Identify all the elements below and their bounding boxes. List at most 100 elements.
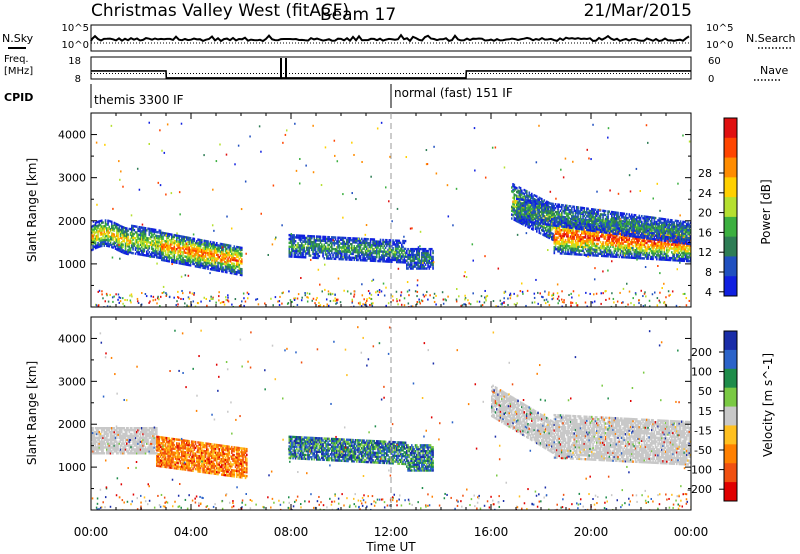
power-echo	[121, 248, 123, 252]
power-echo	[151, 233, 153, 237]
power-echo	[358, 255, 361, 258]
power-echo	[662, 256, 664, 259]
power-echo	[373, 255, 376, 259]
power-echo	[582, 236, 584, 239]
power-echo	[658, 229, 661, 232]
power-echo	[97, 230, 99, 233]
power-echo	[288, 237, 291, 241]
power-echo	[553, 218, 556, 221]
power-echo	[549, 225, 552, 229]
power-echo	[633, 248, 636, 252]
power-echo	[589, 219, 592, 222]
power-echo	[369, 245, 372, 249]
power-echo	[574, 243, 577, 246]
power-echo	[202, 243, 204, 246]
power-echo	[519, 207, 522, 211]
power-echo	[657, 252, 659, 255]
power-echo	[197, 257, 199, 261]
power-echo	[557, 236, 559, 239]
power-echo	[143, 236, 146, 239]
power-echo	[361, 253, 363, 256]
power-echo	[519, 186, 522, 190]
power-echo	[587, 219, 589, 222]
power-echo	[378, 240, 381, 243]
power-echo	[196, 240, 198, 243]
power-echo	[163, 233, 166, 237]
power-echo	[542, 233, 544, 236]
power-echo	[326, 249, 328, 252]
power-echo	[658, 258, 661, 261]
power-echo	[419, 259, 422, 262]
power-echo	[562, 240, 564, 244]
power-echo	[179, 252, 182, 255]
power-echo	[294, 253, 297, 257]
power-echo	[682, 259, 684, 262]
power-echo	[323, 239, 326, 243]
power-echo	[338, 252, 341, 255]
power-echo	[182, 235, 184, 238]
power-echo	[681, 259, 683, 262]
power-echo	[119, 242, 122, 245]
power-echo	[562, 246, 564, 249]
power-echo	[372, 251, 374, 255]
power-echo	[177, 242, 179, 245]
power-echo	[689, 250, 691, 253]
power-echo	[389, 241, 392, 244]
power-echo	[104, 242, 107, 245]
power-echo	[163, 249, 166, 252]
power-echo	[311, 235, 313, 238]
power-echo	[293, 241, 296, 245]
power-echo	[392, 256, 394, 260]
power-echo	[188, 246, 191, 249]
power-echo	[168, 250, 171, 253]
power-echo	[341, 250, 343, 253]
power-echo	[608, 251, 611, 254]
power-echo	[667, 243, 669, 246]
power-echo	[422, 247, 424, 251]
power-echo	[388, 258, 391, 261]
power-echo	[311, 237, 313, 240]
power-echo	[127, 237, 129, 240]
power-echo	[97, 238, 99, 241]
power-echo	[301, 236, 303, 239]
power-echo	[619, 246, 622, 249]
power-echo	[574, 213, 577, 216]
power-echo	[312, 235, 314, 238]
power-echo	[562, 219, 564, 222]
power-echo	[193, 245, 196, 248]
power-echo	[517, 217, 519, 220]
power-echo	[199, 240, 202, 244]
power-echo	[302, 252, 304, 255]
power-echo	[377, 259, 379, 263]
power-echo	[677, 239, 679, 243]
power-echo	[518, 205, 521, 209]
power-echo	[113, 243, 116, 246]
power-echo	[316, 252, 318, 256]
power-echo	[374, 242, 377, 245]
power-echo	[418, 259, 421, 262]
power-echo	[413, 247, 416, 251]
power-echo	[239, 246, 242, 249]
power-echo	[582, 238, 584, 241]
power-echo	[513, 195, 516, 198]
power-echo	[594, 248, 597, 251]
power-echo	[322, 237, 324, 241]
power-echo	[553, 224, 556, 227]
power-echo	[183, 262, 186, 266]
power-echo	[358, 249, 361, 252]
power-echo	[107, 229, 109, 232]
power-echo	[134, 238, 137, 242]
power-echo	[599, 244, 602, 248]
power-echo	[684, 255, 687, 259]
power-echo	[153, 228, 156, 231]
power-echo	[366, 249, 368, 252]
power-echo	[612, 226, 614, 229]
power-echo	[581, 218, 583, 221]
power-echo	[124, 246, 127, 249]
power-echo	[541, 212, 543, 216]
power-echo	[432, 257, 434, 261]
power-echo	[577, 247, 579, 250]
power-echo	[191, 250, 193, 254]
power-echo	[584, 245, 587, 249]
power-echo	[141, 245, 143, 249]
